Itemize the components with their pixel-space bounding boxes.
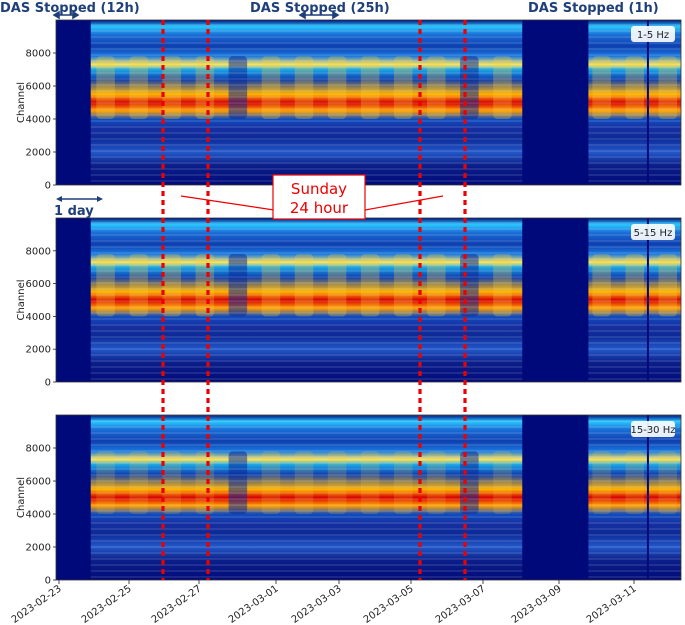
x-tick-label: 2023-03-05 (362, 583, 416, 625)
band-label: 5-15 Hz (634, 228, 673, 239)
panel-frame (55, 19, 682, 186)
das-stopped-25h-label: DAS Stopped (25h) (250, 1, 390, 16)
sunday-callout-line2: 24 hour (290, 199, 349, 217)
x-tick-label: 2023-03-03 (290, 583, 344, 625)
x-tick-label: 2023-02-23 (10, 583, 64, 625)
sunday-callout: Sunday 24 hour (180, 174, 444, 220)
x-tick-label: 2023-03-11 (585, 583, 639, 625)
y-tick-label: 2000 (26, 543, 51, 554)
das-stopped-gap (522, 20, 589, 185)
das-stopped-gap (56, 415, 91, 580)
x-tick-label: 2023-03-01 (227, 583, 281, 625)
y-tick-label: 8000 (26, 246, 51, 257)
sunday-callout-box (272, 174, 366, 220)
panel-3: 0 2000 4000 6000 8000 Channel 15-30 Hz (16, 414, 682, 587)
one-day-scale: 1 day (54, 196, 103, 219)
y-tick-label: 6000 (26, 477, 51, 488)
das-stopped-1h-label: DAS Stopped (1h) (528, 1, 659, 16)
das-stopped-gap (56, 218, 91, 382)
y-axis-label: Channel (16, 477, 27, 518)
das-stopped-12h-label: DAS Stopped (12h) (0, 1, 140, 16)
y-axis-label: Channel (16, 82, 27, 123)
y-tick-label: 6000 (26, 82, 51, 93)
y-tick-label: 4000 (26, 510, 51, 521)
y-tick-label: 2000 (26, 148, 51, 159)
y-tick-label: 8000 (26, 49, 51, 60)
x-tick-label: 2023-02-25 (80, 583, 134, 625)
y-axis-label: Channel (16, 279, 27, 320)
stop-25h-arrow-head-left (298, 10, 306, 20)
band-label-box (631, 26, 675, 42)
das-stopped-gap (522, 218, 589, 382)
y-tick-label: 6000 (26, 279, 51, 290)
one-day-arrow-head-right (97, 196, 103, 202)
y-tick-label: 4000 (26, 115, 51, 126)
one-day-arrow-head-left (56, 196, 62, 202)
band-label: 15-30 Hz (630, 425, 675, 436)
stop-12h-arrow-head-left (52, 10, 60, 20)
x-tick-label: 2023-03-07 (434, 583, 488, 625)
y-tick-label: 0 (45, 576, 51, 587)
das-stopped-gap (522, 415, 589, 580)
one-day-label: 1 day (54, 204, 94, 219)
sunday-callout-leader-left (180, 195, 275, 211)
x-tick-label: 2023-02-27 (150, 583, 204, 625)
y-tick-label: 8000 (26, 444, 51, 455)
y-tick-label: 0 (45, 181, 51, 192)
sunday-callout-leader-right (364, 195, 444, 211)
y-tick-label: 4000 (26, 312, 51, 323)
y-tick-label: 0 (45, 378, 51, 389)
x-tick-label: 2023-03-09 (510, 583, 564, 625)
panel-frame (55, 414, 682, 581)
das-stop-annotations: DAS Stopped (12h) DAS Stopped (25h) DAS … (0, 1, 659, 20)
panel-1: 0 2000 4000 6000 8000 Channel 1-5 Hz (16, 19, 682, 192)
stop-12h-arrow-head-right (72, 10, 80, 20)
y-tick-label: 2000 (26, 345, 51, 356)
band-label: 1-5 Hz (637, 30, 669, 41)
stop-25h-arrow-head-right (332, 10, 340, 20)
das-stopped-gap (56, 20, 91, 185)
sunday-callout-line1: Sunday (291, 180, 347, 198)
panel-2: 0 2000 4000 6000 8000 Channel 5-15 Hz (16, 217, 682, 389)
panel-frame (55, 217, 682, 383)
band-label-box (631, 224, 675, 240)
band-label-box (631, 421, 675, 437)
